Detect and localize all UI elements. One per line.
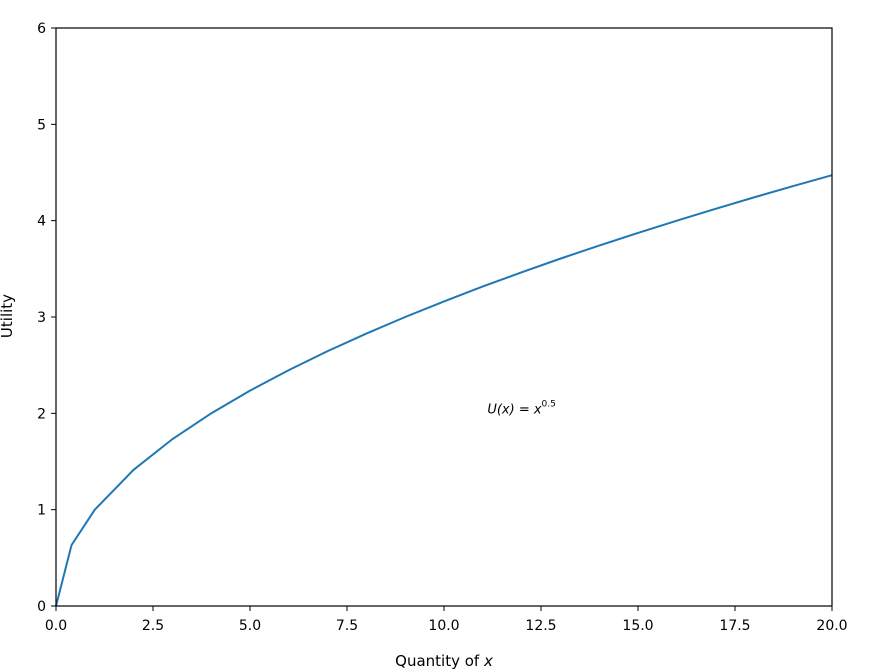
curve-annotation: U(x) = x0.5 <box>487 400 556 418</box>
y-tick-label: 6 <box>37 21 46 37</box>
y-axis-label: Utility <box>0 294 16 338</box>
y-tick-label: 2 <box>37 406 46 422</box>
plot-frame <box>55 27 833 607</box>
x-tick-label: 12.5 <box>525 618 556 634</box>
y-tick-label: 3 <box>37 310 46 326</box>
series-line-0 <box>55 174 833 607</box>
x-tick-label: 15.0 <box>622 618 653 634</box>
x-tick-label: 5.0 <box>239 618 261 634</box>
x-tick-label: 20.0 <box>816 618 847 634</box>
x-tick-label: 10.0 <box>428 618 459 634</box>
y-tick-label: 5 <box>37 117 46 133</box>
y-tick-label: 1 <box>37 503 46 519</box>
axis-ticks: 0.0 2.5 5.0 7.5 10.0 12.5 15.0 17.5 20.0 0 1 2 3 4 5 6 <box>37 21 848 634</box>
x-tick-label: 17.5 <box>719 618 750 634</box>
x-tick-label: 2.5 <box>142 618 164 634</box>
y-tick-label: 4 <box>37 214 46 230</box>
x-tick-label: 7.5 <box>336 618 358 634</box>
plot-area <box>55 27 833 607</box>
x-axis-label: Quantity of x <box>395 652 493 670</box>
x-tick-label: 0.0 <box>45 618 67 634</box>
y-tick-label: 0 <box>37 599 46 615</box>
